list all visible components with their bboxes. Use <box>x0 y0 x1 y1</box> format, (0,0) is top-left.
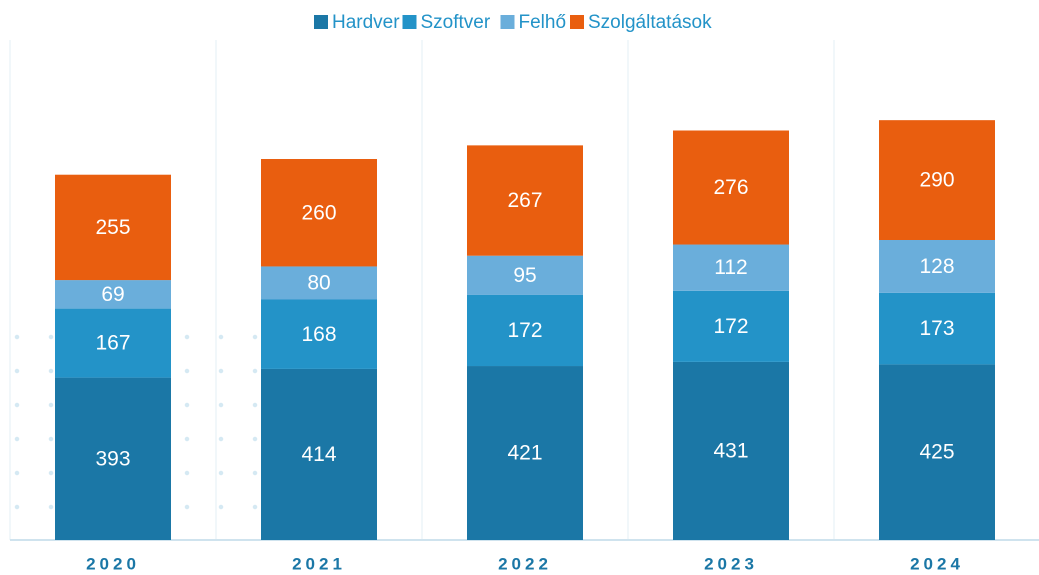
value-label: 267 <box>507 189 542 212</box>
bar-segment <box>55 377 171 540</box>
value-label: 167 <box>95 332 130 355</box>
bar-segment <box>673 130 789 245</box>
value-label: 112 <box>714 256 747 279</box>
value-label: 425 <box>919 441 954 464</box>
bar-segment <box>467 145 583 256</box>
x-tick-label: 2022 <box>498 554 552 573</box>
x-tick-label: 2021 <box>292 554 346 573</box>
x-tick-label: 2024 <box>910 554 964 573</box>
bar-segment <box>55 280 171 309</box>
bar-segment <box>261 368 377 540</box>
bar-segment <box>673 361 789 540</box>
bar-segment <box>55 174 171 281</box>
bar-segment <box>467 255 583 295</box>
legend-label: Szoftver <box>421 12 491 33</box>
bar-segment <box>261 159 377 267</box>
bar-segment <box>673 290 789 362</box>
value-label: 260 <box>301 201 336 224</box>
value-label: 276 <box>713 176 748 199</box>
value-label: 172 <box>713 315 748 338</box>
bar-segment <box>467 366 583 540</box>
legend-swatch <box>570 15 584 29</box>
bar-segment <box>879 240 995 293</box>
value-label: 290 <box>919 169 954 192</box>
value-label: 393 <box>95 447 130 470</box>
bar-segment <box>673 244 789 291</box>
value-label: 128 <box>919 255 954 278</box>
bar-segment <box>467 294 583 367</box>
bar-segment <box>879 292 995 365</box>
legend-label: Szolgáltatások <box>588 12 712 33</box>
value-label: 255 <box>95 216 130 239</box>
value-label: 95 <box>513 264 536 287</box>
legend-swatch <box>314 15 328 29</box>
legend-label: Hardver <box>332 12 400 33</box>
value-label: 69 <box>101 283 124 306</box>
bar-segment <box>879 364 995 540</box>
x-tick-label: 2023 <box>704 554 758 573</box>
bar-segment <box>261 299 377 369</box>
x-tick-label: 2020 <box>86 554 140 573</box>
value-label: 173 <box>919 317 954 340</box>
bar-segment <box>879 120 995 240</box>
bar-segment <box>55 308 171 378</box>
legend-label: Felhő <box>519 12 567 33</box>
value-label: 80 <box>307 272 330 295</box>
bar-segment <box>261 266 377 300</box>
value-label: 414 <box>301 443 336 466</box>
legend-swatch <box>500 15 515 29</box>
value-label: 431 <box>713 439 748 462</box>
legend-swatch <box>402 15 417 29</box>
value-label: 168 <box>301 323 336 346</box>
value-label: 172 <box>507 319 542 342</box>
value-label: 421 <box>507 442 542 465</box>
